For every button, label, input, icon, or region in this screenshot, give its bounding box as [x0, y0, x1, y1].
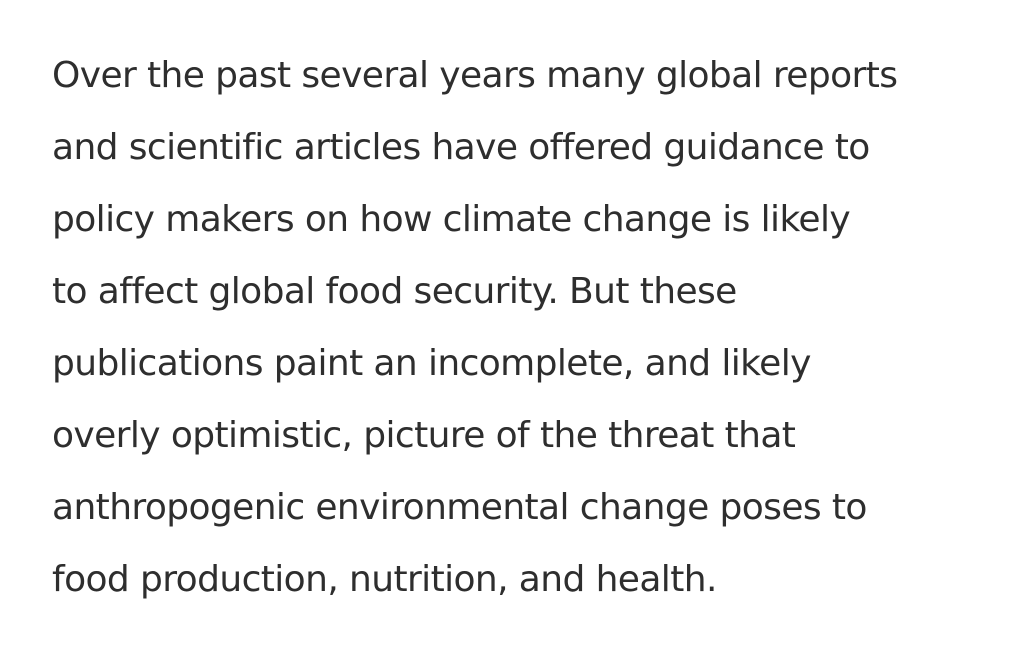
text-line: food production, nutrition, and health.	[52, 559, 717, 600]
text-line: policy makers on how climate change is l…	[52, 199, 851, 240]
text-line: and scientific articles have offered gui…	[52, 127, 870, 168]
text-line: anthropogenic environmental change poses…	[52, 487, 867, 528]
text-line: overly optimistic, picture of the threat…	[52, 415, 796, 456]
text-line: publications paint an incomplete, and li…	[52, 343, 811, 384]
text-line: Over the past several years many global …	[52, 55, 898, 96]
paragraph: Over the past several years many global …	[52, 40, 898, 616]
text-line: to affect global food security. But thes…	[52, 271, 737, 312]
